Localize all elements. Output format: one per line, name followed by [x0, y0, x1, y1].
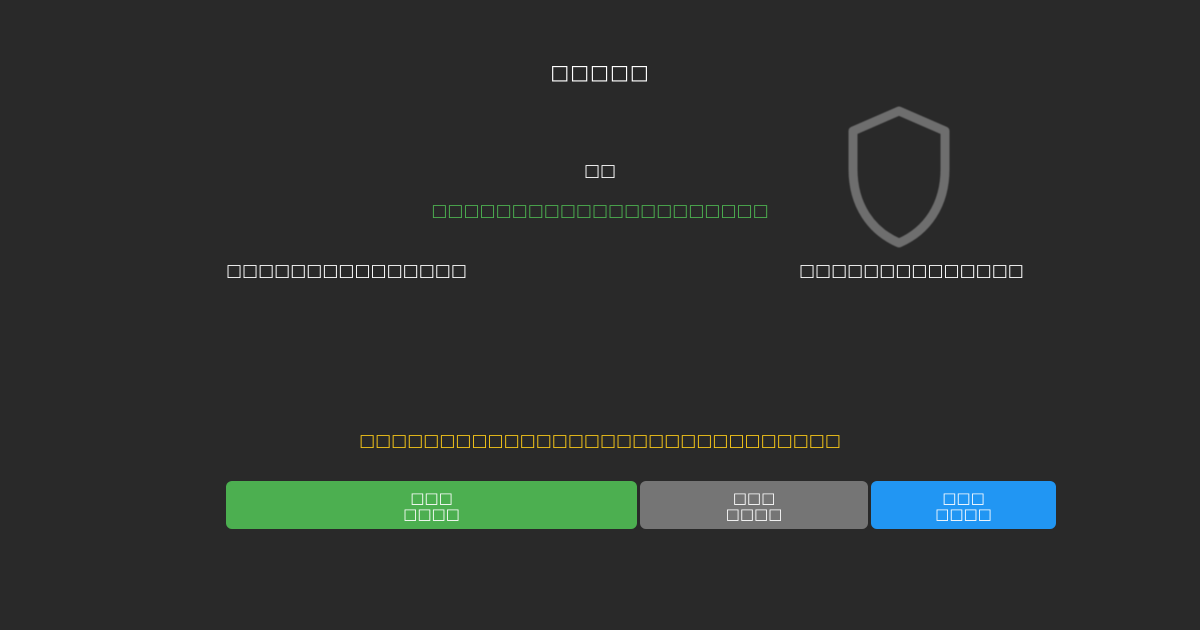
info-button-label-line1: □□□: [942, 489, 985, 507]
highlight-text: □□□□□□□□□□□□□□□□□□□□□: [431, 201, 769, 221]
shield-outline-path: [848, 106, 950, 248]
left-note: □□□□□□□□□□□□□□□: [226, 261, 467, 281]
page-title: □□□□□: [550, 60, 650, 84]
secondary-button-label-line2: □□□□: [725, 505, 783, 523]
confirm-button[interactable]: □□□ □□□□: [226, 481, 637, 529]
center-label: □□: [583, 161, 617, 181]
shield-caption: □□□□□□□□□□□□□□: [799, 261, 1024, 281]
secondary-button[interactable]: □□□ □□□□: [640, 481, 868, 529]
secondary-button-label-line1: □□□: [732, 489, 776, 507]
info-button[interactable]: □□□ □□□□: [871, 481, 1056, 529]
button-row: □□□ □□□□ □□□ □□□□ □□□ □□□□: [226, 481, 1056, 529]
info-button-label-line2: □□□□: [935, 505, 992, 523]
warning-text: □□□□□□□□□□□□□□□□□□□□□□□□□□□□□□: [359, 431, 841, 451]
confirm-button-label-line1: □□□: [410, 489, 453, 507]
confirm-button-label-line2: □□□□: [403, 505, 460, 523]
shield-icon: [843, 105, 955, 249]
